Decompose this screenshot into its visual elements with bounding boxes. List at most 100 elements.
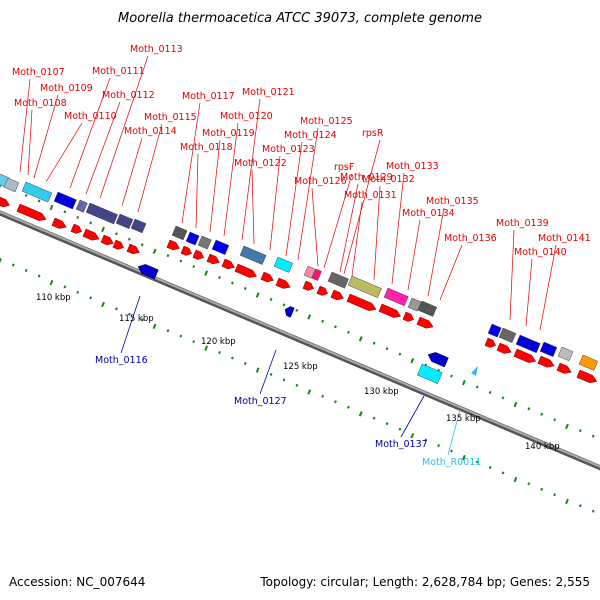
upper-tick xyxy=(127,237,131,241)
feature-box xyxy=(487,323,502,338)
gene-label: Moth_0133 xyxy=(386,161,439,172)
gene-label: Moth_0114 xyxy=(124,126,177,137)
gene-label: Moth_0117 xyxy=(182,91,235,102)
feature-box xyxy=(239,245,267,265)
feature-box xyxy=(85,202,118,225)
reverse-gene-arrow xyxy=(284,306,295,318)
forward-gene-arrow xyxy=(330,289,344,301)
upper-tick xyxy=(37,199,41,203)
lower-tick xyxy=(140,318,144,322)
feature-box xyxy=(539,341,558,357)
leader-line xyxy=(251,169,255,245)
upper-tick xyxy=(101,226,105,233)
leader-line xyxy=(241,98,261,241)
upper-tick xyxy=(346,330,350,334)
gene-label: Moth_0141 xyxy=(538,233,591,244)
gene-label: Moth_0131 xyxy=(344,190,397,201)
leader-line xyxy=(311,187,319,267)
gene-label: Moth_R0011 xyxy=(422,457,481,468)
upper-tick xyxy=(192,265,196,269)
gene-label: Moth_0116 xyxy=(95,355,148,366)
upper-tick xyxy=(488,390,492,394)
gene-label: Moth_0125 xyxy=(300,116,353,127)
upper-tick xyxy=(49,204,54,211)
forward-gene-arrow xyxy=(0,196,10,208)
feature-box xyxy=(557,346,574,362)
gene-label: Moth_0123 xyxy=(262,144,315,155)
feature-box xyxy=(3,177,20,193)
forward-gene-arrow xyxy=(513,348,537,363)
gene-label: Moth_0115 xyxy=(144,112,197,123)
lower-tick xyxy=(24,268,28,273)
lower-tick xyxy=(179,334,183,338)
gene-label: Moth_0134 xyxy=(402,208,455,219)
leader-line xyxy=(297,127,319,261)
forward-gene-arrow xyxy=(70,223,82,234)
rna-gene-arrow xyxy=(471,366,478,376)
gene-label: Moth_0137 xyxy=(375,439,428,450)
leader-line xyxy=(373,185,381,281)
leader-line xyxy=(343,139,381,275)
feature-box xyxy=(417,300,437,317)
forward-gene-arrow xyxy=(484,337,496,348)
forward-gene-arrow xyxy=(100,234,114,246)
forward-gene-arrow xyxy=(275,277,291,289)
upper-tick xyxy=(450,374,453,378)
gene-label: Moth_0108 xyxy=(14,98,67,109)
lower-tick xyxy=(461,454,466,461)
lower-tick xyxy=(11,263,15,267)
upper-tick xyxy=(565,423,569,430)
gene-label: Moth_0111 xyxy=(92,66,145,77)
upper-tick xyxy=(358,336,363,342)
gene-label: Moth_0122 xyxy=(234,158,287,169)
feature-box xyxy=(75,199,88,213)
upper-tick xyxy=(385,347,389,351)
upper-tick xyxy=(166,254,170,258)
feature-box xyxy=(498,327,517,343)
forward-gene-arrow xyxy=(82,228,100,241)
forward-gene-arrow xyxy=(192,249,204,260)
lower-tick xyxy=(540,487,544,491)
leader-line xyxy=(33,94,59,179)
ruler-label: 120 kbp xyxy=(201,337,236,347)
feature-box xyxy=(311,268,322,281)
accession-label: Accession: NC_007644 xyxy=(9,575,146,589)
leader-line xyxy=(525,258,533,327)
leader-line xyxy=(85,101,121,195)
lower-tick xyxy=(424,438,428,442)
lower-tick xyxy=(282,378,286,382)
leader-line xyxy=(195,153,199,229)
feature-box xyxy=(130,218,147,234)
upper-tick xyxy=(591,434,595,438)
forward-gene-arrow xyxy=(221,258,235,270)
feature-box xyxy=(515,334,541,354)
lower-tick xyxy=(115,307,118,311)
feature-box xyxy=(185,231,200,246)
forward-gene-arrow xyxy=(416,316,434,329)
upper-tick xyxy=(24,193,28,198)
gene-label: Moth_0112 xyxy=(102,90,155,101)
lower-tick xyxy=(49,279,54,286)
leader-line xyxy=(509,229,515,321)
forward-gene-arrow xyxy=(346,293,377,311)
gene-label: Moth_0109 xyxy=(40,83,93,94)
gene-label: Moth_0119 xyxy=(202,128,255,139)
lower-tick xyxy=(307,389,312,395)
genome-backbone xyxy=(0,210,600,471)
lower-tick xyxy=(255,367,260,373)
upper-tick xyxy=(282,303,286,307)
feature-box xyxy=(303,265,316,279)
upper-tick xyxy=(218,275,221,280)
lower-tick xyxy=(358,411,363,417)
leader-line xyxy=(209,139,221,233)
leader-line xyxy=(400,395,425,438)
leader-line xyxy=(121,137,143,207)
gene-label: Moth_0129 xyxy=(340,172,393,183)
leader-line xyxy=(269,155,281,251)
upper-tick xyxy=(527,407,531,411)
forward-gene-arrow xyxy=(556,362,572,374)
forward-gene-arrow xyxy=(51,217,67,229)
forward-gene-arrow xyxy=(166,239,180,251)
leader-line xyxy=(439,244,463,301)
